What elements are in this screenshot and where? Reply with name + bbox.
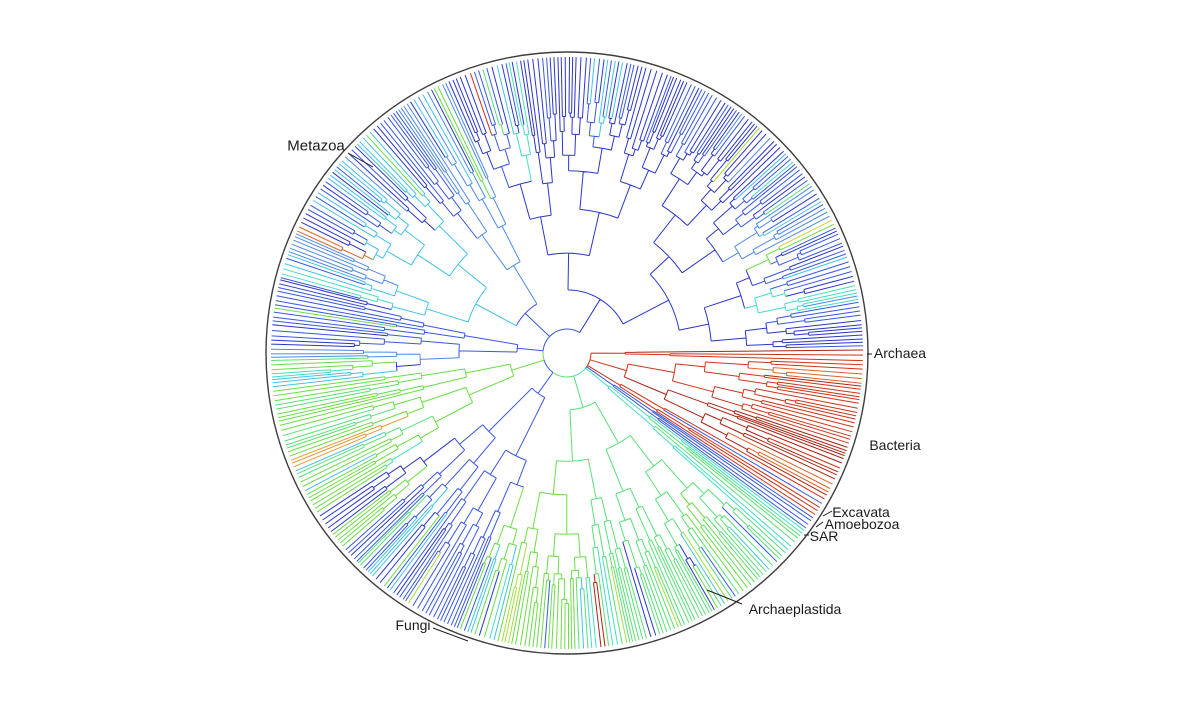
branch-paths [469,73,864,515]
branch-paths [271,86,834,650]
outer-ring [265,51,869,655]
branch-paths [297,226,863,493]
branch-paths [272,58,848,649]
leader-line [432,627,469,642]
branch-paths [271,69,811,649]
branch-paths [778,219,832,248]
branch-paths [270,82,858,365]
label-leader-lines [347,152,872,642]
leader-line [706,589,743,605]
branch-paths [271,56,863,638]
leader-line [347,152,374,168]
tree-branches [270,56,864,650]
branch-paths [271,57,863,649]
branch-paths [290,415,409,468]
leader-line [815,521,824,528]
branch-paths [271,61,859,649]
branch-paths [593,349,864,648]
leader-line [822,510,833,517]
branch-paths [408,127,760,644]
